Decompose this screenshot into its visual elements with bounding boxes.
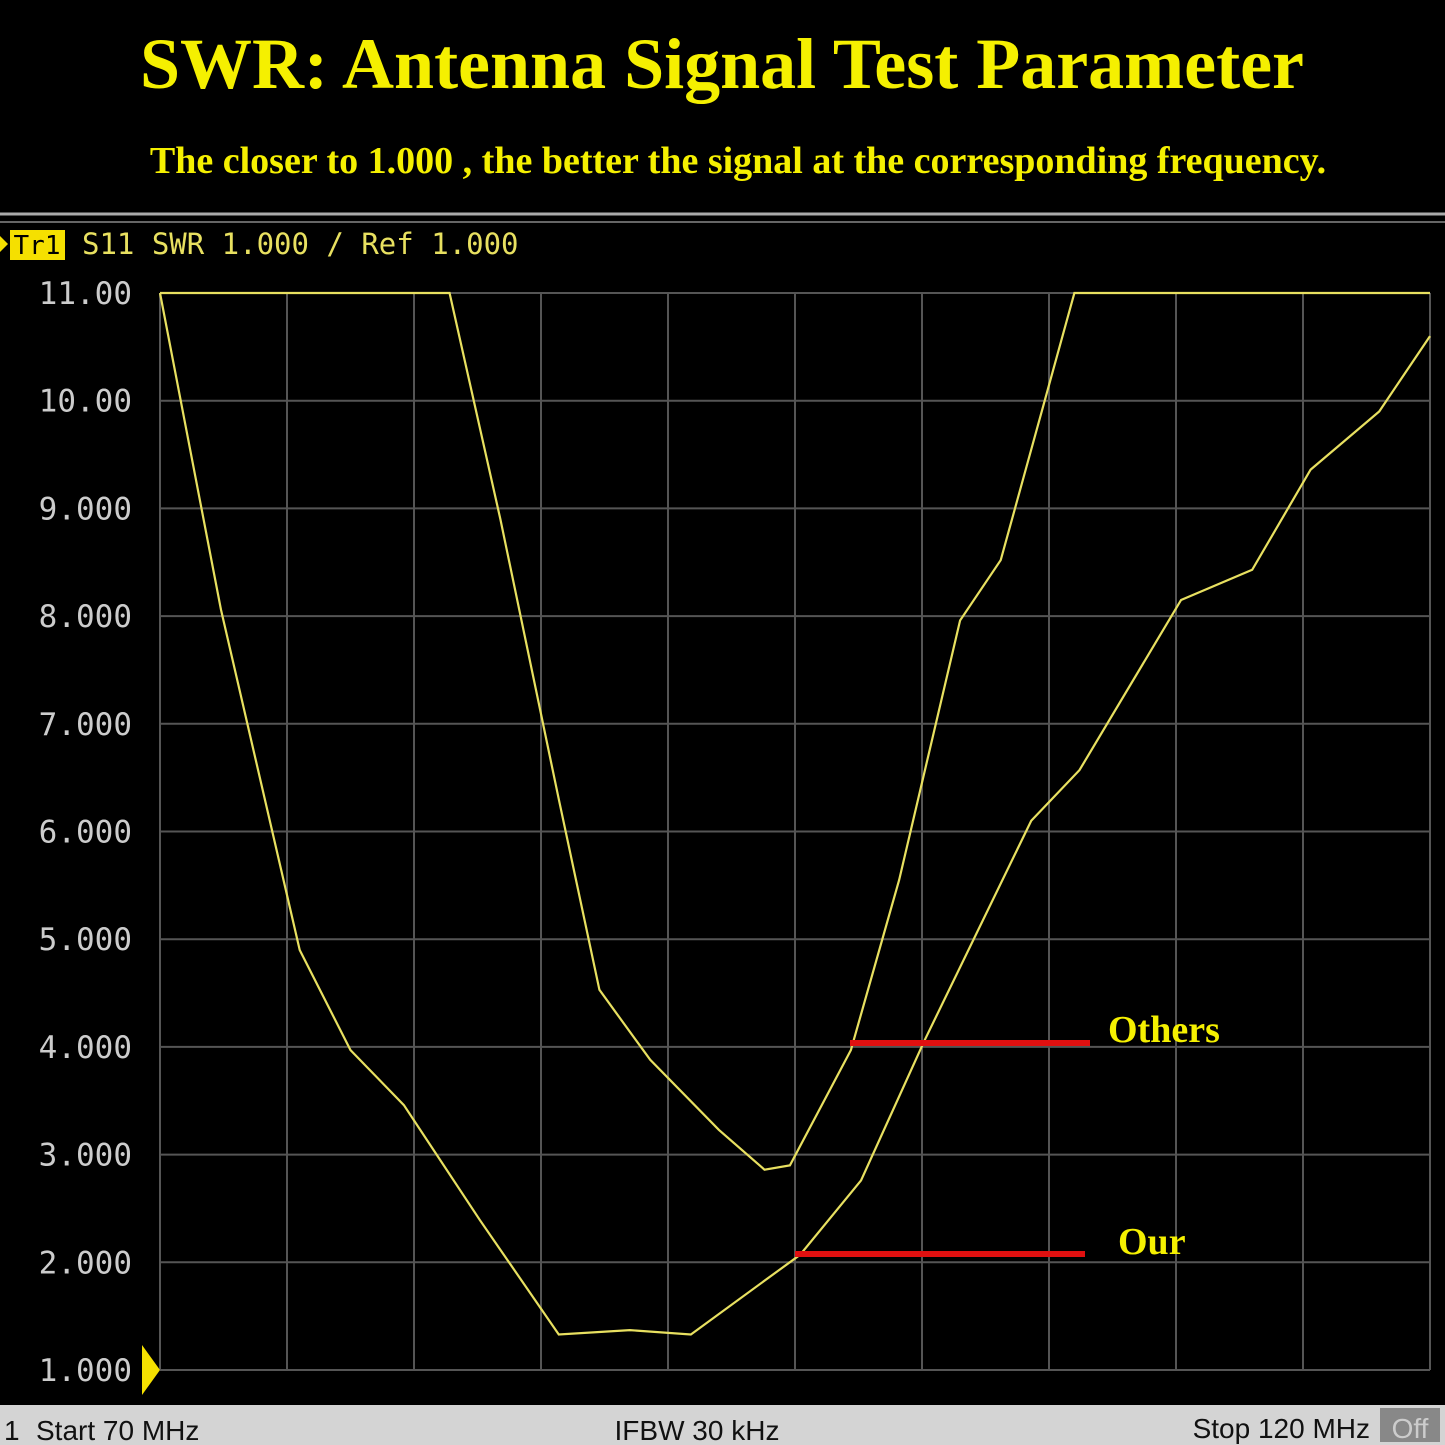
y-tick-label: 4.000	[39, 1030, 132, 1066]
y-tick-label: 10.00	[39, 384, 132, 420]
off-label[interactable]: Off	[1392, 1413, 1429, 1444]
ref-marker	[142, 1345, 160, 1395]
trace-badge	[10, 230, 65, 260]
ifbw-label: IFBW 30 kHz	[615, 1415, 780, 1445]
y-tick-label: 11.00	[39, 276, 132, 312]
off-button[interactable]	[1380, 1408, 1440, 1442]
trace-info: S11 SWR 1.000 / Ref 1.000	[82, 227, 519, 261]
channel: 1	[4, 1415, 20, 1445]
chart-title: SWR: Antenna Signal Test Parameter	[140, 24, 1304, 104]
status-bar	[0, 1405, 1445, 1445]
y-tick-label: 6.000	[39, 815, 132, 851]
series-line	[160, 291, 1430, 1171]
trace-label: Tr1	[14, 231, 61, 261]
legend-label: Others	[1108, 1009, 1220, 1051]
chart-subtitle: The closer to 1.000 , the better the sig…	[150, 140, 1326, 182]
start-label: Start 70 MHz	[36, 1415, 199, 1445]
y-tick-label: 1.000	[39, 1353, 132, 1389]
marker	[0, 236, 8, 252]
y-tick-label: 7.000	[39, 707, 132, 743]
y-tick-label: 3.000	[39, 1138, 132, 1174]
y-tick-label: 5.000	[39, 922, 132, 958]
y-tick-label: 8.000	[39, 599, 132, 635]
y-tick-label: 2.000	[39, 1245, 132, 1281]
legend-label: Our	[1118, 1221, 1186, 1263]
y-tick-label: 9.000	[39, 491, 132, 527]
stop-label: Stop 120 MHz	[1193, 1413, 1370, 1444]
